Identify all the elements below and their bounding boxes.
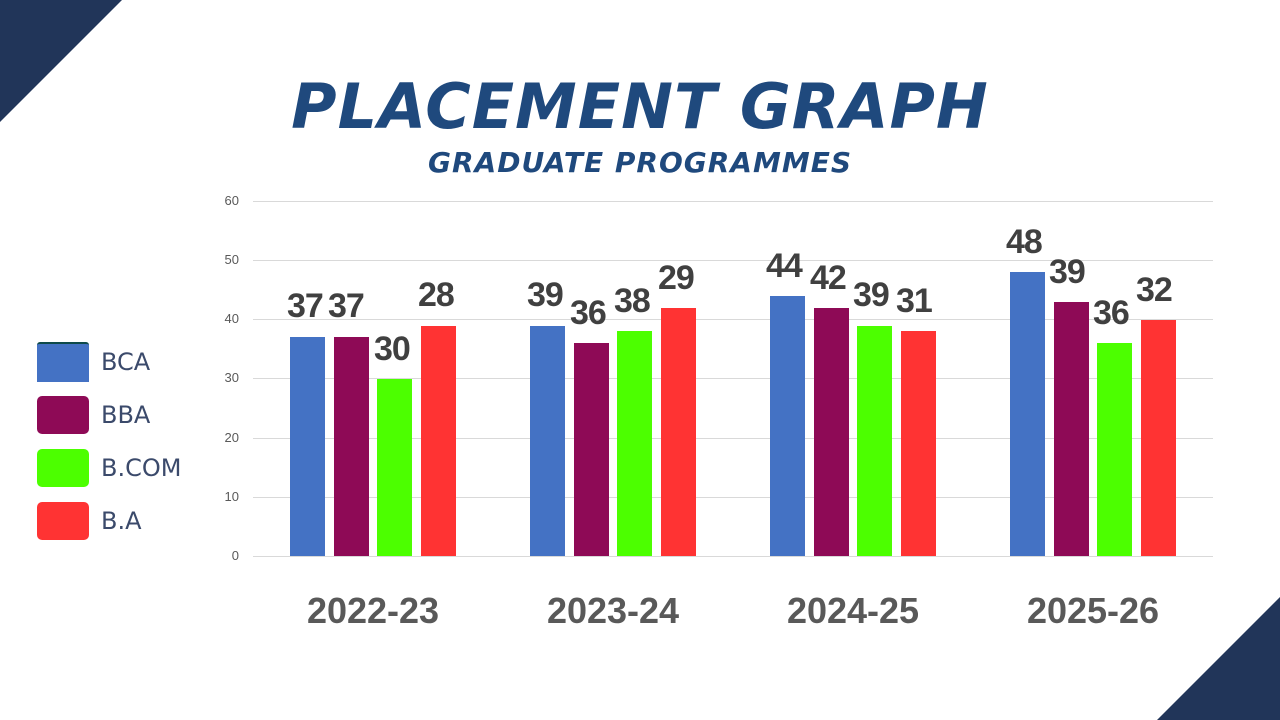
bar-bcom-2023-24 — [617, 331, 652, 556]
y-tick-30: 30 — [224, 370, 239, 385]
gridline — [253, 497, 1213, 498]
legend-swatch-ba — [37, 502, 89, 540]
y-tick-60: 60 — [224, 193, 239, 208]
legend-item-bba: BBA — [37, 395, 150, 435]
chart-title: PLACEMENT GRAPH — [291, 70, 989, 143]
gridline — [253, 319, 1213, 320]
gridline — [253, 201, 1213, 202]
bar-bba-2022-23 — [334, 337, 369, 556]
x-label-2024-25: 2024-25 — [786, 590, 920, 631]
legend-swatch-bca — [37, 342, 89, 382]
gridline — [253, 378, 1213, 379]
data-label-bcom-2024-25: 39 — [853, 276, 890, 314]
bar-ba-2022-23 — [421, 326, 456, 556]
corner-decoration-top-left — [0, 0, 122, 122]
data-label-bca-2025-26: 48 — [1006, 223, 1043, 261]
data-label-bca-2022-23: 37 — [287, 287, 324, 325]
bar-bca-2022-23 — [290, 337, 325, 556]
legend-item-bca: BCA — [37, 342, 150, 382]
y-tick-20: 20 — [224, 430, 239, 445]
x-label-2022-23: 2022-23 — [306, 590, 440, 631]
bar-bcom-2024-25 — [857, 326, 892, 556]
x-label-2023-24: 2023-24 — [546, 590, 680, 631]
y-tick-10: 10 — [224, 489, 239, 504]
bar-bba-2023-24 — [574, 343, 609, 556]
x-axis-line — [253, 556, 1213, 557]
data-label-bcom-2022-23: 30 — [374, 330, 411, 368]
data-label-ba-2024-25: 31 — [896, 282, 933, 320]
bar-ba-2024-25 — [901, 331, 936, 556]
data-label-bba-2025-26: 39 — [1049, 253, 1086, 291]
bar-bca-2023-24 — [530, 326, 565, 556]
chart-subtitle: GRADUATE PROGRAMMES — [427, 146, 852, 179]
bar-bca-2024-25 — [770, 296, 805, 556]
bar-bba-2024-25 — [814, 308, 849, 556]
bar-bcom-2022-23 — [377, 379, 412, 556]
data-label-bba-2024-25: 42 — [810, 259, 847, 297]
y-tick-40: 40 — [224, 311, 239, 326]
bar-bba-2025-26 — [1054, 302, 1089, 556]
gridline — [253, 260, 1213, 261]
gridline — [253, 438, 1213, 439]
y-tick-50: 50 — [224, 252, 239, 267]
legend-swatch-bcom — [37, 449, 89, 487]
data-label-ba-2022-23: 28 — [418, 276, 455, 314]
y-tick-0: 0 — [231, 548, 239, 563]
legend-label-bcom: B.COM — [101, 454, 182, 482]
x-label-2025-26: 2025-26 — [1026, 590, 1160, 631]
legend-label-bca: BCA — [101, 348, 151, 376]
data-label-bba-2022-23: 37 — [328, 287, 365, 325]
legend-item-bcom: B.COM — [37, 448, 181, 488]
plot-area — [253, 201, 1213, 557]
legend-label-bba: BBA — [101, 401, 151, 429]
data-label-bca-2024-25: 44 — [766, 247, 803, 285]
corner-decoration-bottom-right — [1157, 597, 1280, 720]
bar-bcom-2025-26 — [1097, 343, 1132, 556]
bar-ba-2023-24 — [661, 308, 696, 556]
data-label-bcom-2025-26: 36 — [1093, 294, 1130, 332]
legend-swatch-bba — [37, 396, 89, 434]
data-label-ba-2025-26: 32 — [1136, 271, 1173, 309]
data-label-ba-2023-24: 29 — [658, 259, 695, 297]
legend-item-ba: B.A — [37, 501, 142, 541]
legend-label-ba: B.A — [101, 507, 142, 535]
data-label-bba-2023-24: 36 — [570, 294, 607, 332]
bar-bca-2025-26 — [1010, 272, 1045, 556]
data-label-bca-2023-24: 39 — [527, 276, 564, 314]
bar-ba-2025-26 — [1141, 320, 1176, 556]
data-label-bcom-2023-24: 38 — [614, 282, 651, 320]
